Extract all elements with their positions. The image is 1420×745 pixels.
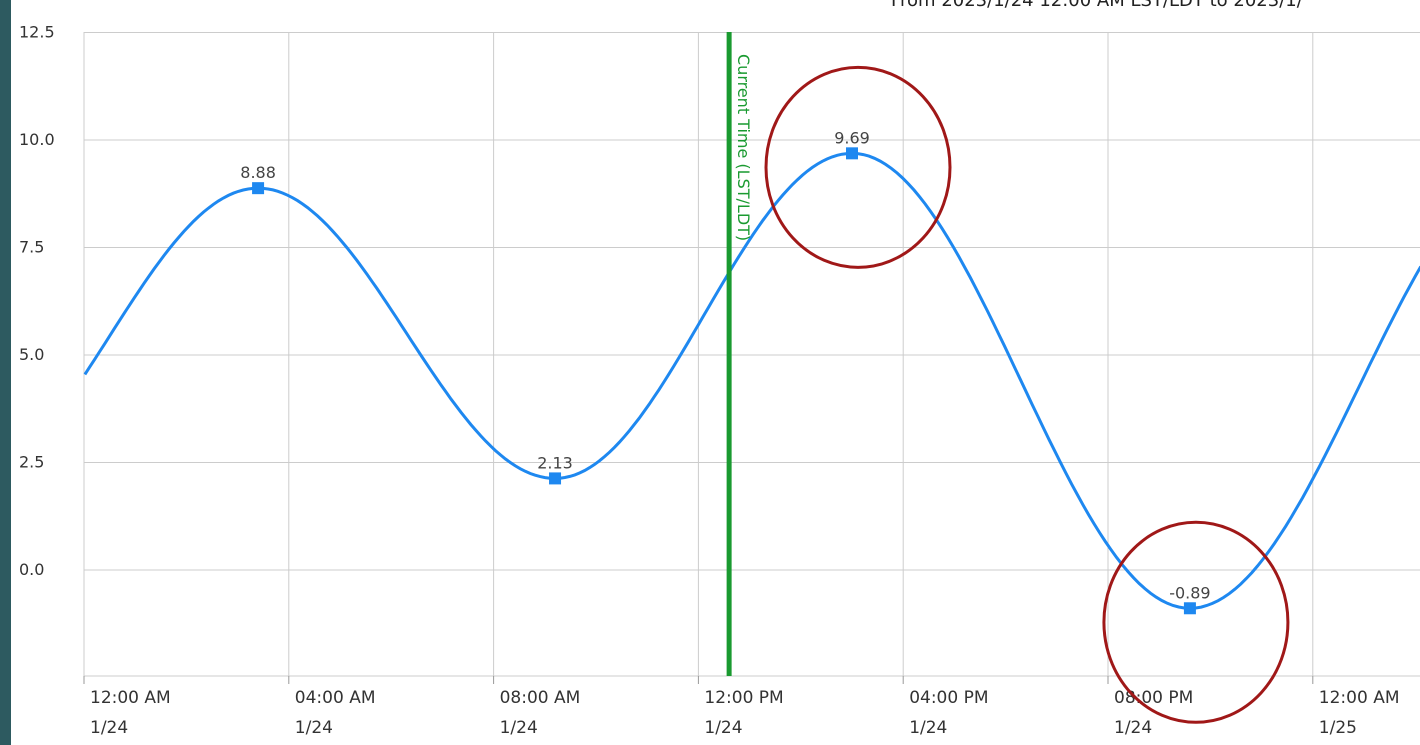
y-tick-label: 12.5 xyxy=(19,23,55,42)
x-tick-time-label: 12:00 AM xyxy=(1319,688,1400,708)
tide-series-line xyxy=(83,151,1420,610)
x-tick-date-label: 1/24 xyxy=(90,718,128,738)
x-tick-date-label: 1/24 xyxy=(500,718,538,738)
highlight-circle xyxy=(1102,520,1290,724)
y-tick-label: 7.5 xyxy=(19,238,44,257)
x-tick-time-label: 08:00 PM xyxy=(1114,688,1193,708)
x-tick-time-label: 04:00 AM xyxy=(295,688,376,708)
extremum-value-label: 8.88 xyxy=(240,163,276,182)
y-tick-label: 5.0 xyxy=(19,345,44,364)
x-tick-time-label: 08:00 AM xyxy=(500,688,581,708)
chart-frame: From 2023/1/24 12:00 AM LST/LDT to 2023/… xyxy=(11,0,1420,745)
y-tick-label: 2.5 xyxy=(19,453,44,472)
x-tick-time-label: 04:00 PM xyxy=(909,688,988,708)
x-tick-date-label: 1/24 xyxy=(1114,718,1152,738)
y-tick-label: 0.0 xyxy=(19,560,44,579)
x-tick-time-label: 12:00 AM xyxy=(90,688,171,708)
extremum-value-label: 9.69 xyxy=(834,128,870,147)
x-tick-date-label: 1/25 xyxy=(1319,718,1357,738)
extremum-marker xyxy=(846,147,858,160)
x-tick-date-label: 1/24 xyxy=(704,718,742,738)
extremum-value-label: -0.89 xyxy=(1169,583,1210,602)
x-tick-date-label: 1/24 xyxy=(909,718,947,738)
extremum-marker xyxy=(252,182,265,195)
y-tick-label: 10.0 xyxy=(19,130,55,149)
extremum-marker xyxy=(549,472,562,485)
current-time-label: Current Time (LST/LDT) xyxy=(734,54,753,241)
x-tick-date-label: 1/24 xyxy=(295,718,333,738)
chart-header-text: From 2023/1/24 12:00 AM LST/LDT to 2023/… xyxy=(891,0,1303,11)
highlight-circle xyxy=(764,65,952,269)
x-tick-time-label: 12:00 PM xyxy=(704,688,783,708)
tide-chart: 12.5 10.0 7.5 5.0 2.5 0.0 12:00 AM 1/24 04:00 AM… xyxy=(19,23,1420,738)
extremum-marker xyxy=(1183,602,1196,615)
plot-area xyxy=(84,32,1420,676)
extremum-value-label: 2.13 xyxy=(537,453,573,472)
